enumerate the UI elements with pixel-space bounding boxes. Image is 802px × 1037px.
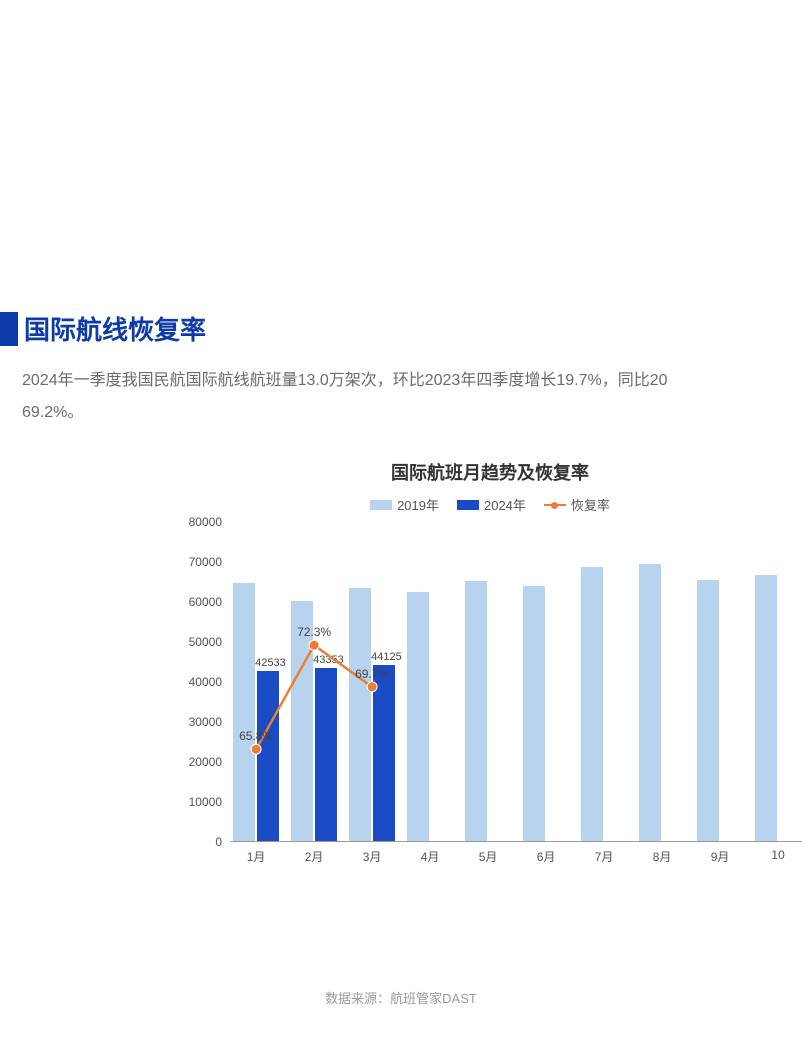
section-description: 2024年一季度我国民航国际航线航班量13.0万架次，环比2023年四季度增长1…	[22, 365, 802, 429]
y-tick: 70000	[189, 555, 222, 569]
legend-item-recovery: 恢复率	[544, 495, 610, 514]
plot-area: 425334335344125 65.8%72.3%69.7%	[230, 522, 802, 842]
x-tick-label: 9月	[711, 848, 730, 865]
x-tick-label: 2月	[305, 848, 324, 865]
y-tick: 80000	[189, 515, 222, 529]
y-tick: 30000	[189, 715, 222, 729]
section-title-row: 国际航线恢复率	[0, 310, 802, 347]
chart-plot: 0100002000030000400005000060000700008000…	[170, 522, 802, 882]
legend-swatch-2019	[370, 500, 392, 510]
title-accent-bar	[0, 312, 18, 346]
chart-container: 国际航班月趋势及恢复率 2019年 2024年 恢复率 0 10000 20000 3…	[170, 459, 802, 882]
legend-label-2019: 2019年	[397, 495, 439, 514]
legend-swatch-line	[544, 504, 566, 506]
x-tick-label: 4月	[421, 848, 440, 865]
x-tick-label: 3月	[363, 848, 382, 865]
recovery-point-label: 65.8%	[239, 729, 273, 743]
y-tick: 50000	[189, 635, 222, 649]
recovery-point-label: 69.7%	[355, 667, 389, 681]
chart-title: 国际航班月趋势及恢复率	[170, 459, 802, 485]
legend-item-2019: 2019年	[370, 495, 439, 514]
x-tick-label: 8月	[653, 848, 672, 865]
section-title: 国际航线恢复率	[24, 310, 206, 347]
legend-label-2024: 2024年	[484, 495, 526, 514]
recovery-point-label: 72.3%	[297, 625, 331, 639]
y-axis: 0100002000030000400005000060000700008000…	[170, 522, 230, 842]
x-axis-labels: 1月 2月 3月 4月 5月 6月 7月 8月 9月 10	[230, 848, 802, 868]
y-tick: 40000	[189, 675, 222, 689]
y-tick: 0	[215, 835, 222, 849]
chart-legend: 2019年 2024年 恢复率	[170, 495, 802, 514]
legend-swatch-2024	[457, 500, 479, 510]
legend-label-recovery: 恢复率	[571, 495, 610, 514]
x-tick-label: 6月	[537, 848, 556, 865]
x-tick-label: 1月	[247, 848, 266, 865]
y-tick: 10000	[189, 795, 222, 809]
line-labels-layer: 65.8% 72.3% 69.7%	[230, 522, 802, 841]
x-tick-label: 7月	[595, 848, 614, 865]
x-tick-label: 5月	[479, 848, 498, 865]
y-tick: 20000	[189, 755, 222, 769]
legend-item-2024: 2024年	[457, 495, 526, 514]
y-tick: 60000	[189, 595, 222, 609]
data-source: 数据来源：航班管家DAST	[0, 988, 802, 1007]
x-tick-label: 10	[771, 848, 784, 862]
